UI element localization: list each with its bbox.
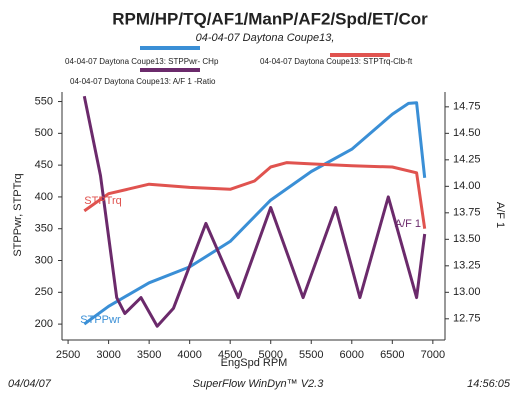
x-tick-label: 3000: [96, 349, 120, 361]
y-tick-label: 500: [35, 127, 53, 139]
x-tick-label: 2500: [56, 349, 80, 361]
y-tick-label: 450: [35, 159, 53, 171]
y2-tick-label: 12.75: [453, 313, 481, 325]
x-tick-label: 5500: [299, 349, 323, 361]
y-axis-label: STPPwr, STPTrq: [12, 173, 24, 256]
y2-axis-label: A/F 1: [494, 202, 506, 228]
x-tick-label: 7000: [421, 349, 445, 361]
y2-tick-label: 13.75: [453, 207, 481, 219]
legend-swatch: [330, 53, 390, 57]
y-tick-label: 250: [35, 286, 53, 298]
legend-swatch: [140, 68, 200, 72]
y2-tick-label: 14.50: [453, 127, 481, 139]
series-line: [82, 95, 427, 328]
series-line: [83, 161, 427, 229]
y2-tick-label: 14.00: [453, 180, 481, 192]
series-line: [83, 101, 427, 326]
footer-right: 14:56:05: [467, 378, 511, 390]
chart-subtitle: 04-04-07 Daytona Coupe13,: [196, 32, 335, 44]
y-tick-label: 350: [35, 223, 53, 235]
chart-title: RPM/HP/TQ/AF1/ManP/AF2/Spd/ET/Cor: [112, 9, 428, 28]
x-tick-label: 6500: [380, 349, 404, 361]
legend-entry: 04-04-07 Daytona Coupe13: STPPwr- CHp: [65, 57, 219, 66]
x-axis-label: EngSpd RPM: [221, 357, 288, 369]
series-label: STPPwr: [80, 314, 121, 326]
y2-tick-label: 13.00: [453, 286, 481, 298]
y-tick-label: 400: [35, 191, 53, 203]
x-tick-label: 5000: [258, 349, 282, 361]
y-tick-label: 300: [35, 254, 53, 266]
series-label: STPTrq: [84, 195, 122, 207]
legend-entry: 04-04-07 Daytona Coupe13: A/F 1 -Ratio: [70, 77, 216, 86]
legend-swatch: [140, 46, 200, 50]
x-tick-label: 6000: [340, 349, 364, 361]
footer-center: SuperFlow WinDyn™ V2.3: [193, 378, 325, 390]
y2-tick-label: 13.25: [453, 260, 481, 272]
y2-tick-label: 14.75: [453, 101, 481, 113]
y2-tick-label: 13.50: [453, 233, 481, 245]
y2-tick-label: 14.25: [453, 154, 481, 166]
series-label: A/F 1: [395, 218, 421, 230]
x-tick-label: 4500: [218, 349, 242, 361]
legend-entry: 04-04-07 Daytona Coupe13: STPTrq-Clb-ft: [260, 57, 413, 66]
footer-left: 04/04/07: [8, 378, 52, 390]
y-tick-label: 550: [35, 95, 53, 107]
y-tick-label: 200: [35, 318, 53, 330]
x-tick-label: 4000: [177, 349, 201, 361]
x-tick-label: 3500: [137, 349, 161, 361]
